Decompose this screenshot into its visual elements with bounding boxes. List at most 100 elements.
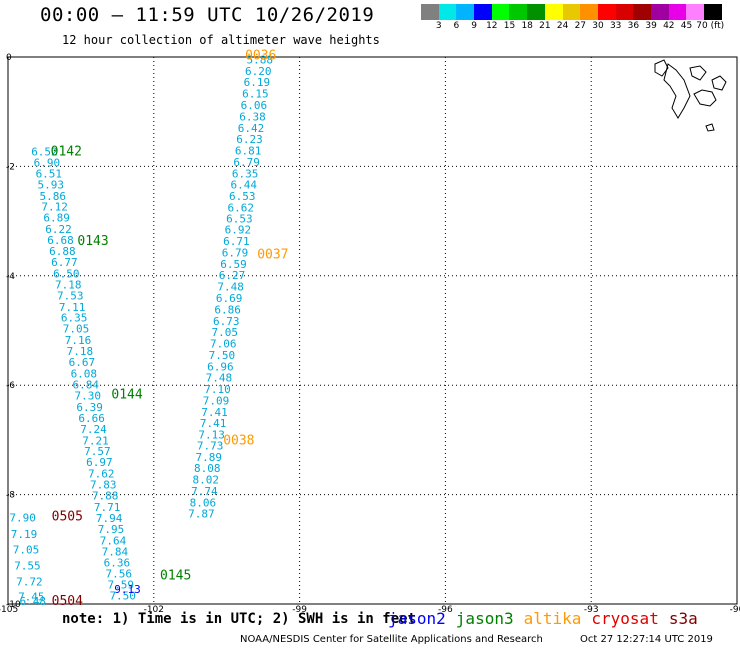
island-outline <box>654 59 669 77</box>
wave-height-label: 6.88 <box>49 245 76 258</box>
colorbar-swatch <box>527 4 545 20</box>
pass-time-label: 0504 <box>52 594 83 609</box>
plot-frame <box>7 56 738 605</box>
credit-text: NOAA/NESDIS Center for Satellite Applica… <box>240 634 543 645</box>
wave-height-label: 7.72 <box>16 575 43 588</box>
x-tick-label: -105 <box>0 605 18 615</box>
pass-time-label: 0145 <box>160 568 191 583</box>
wave-height-label: 7.83 <box>90 479 117 492</box>
colorbar-swatch <box>686 4 704 20</box>
wave-height-label: 6.97 <box>86 456 113 469</box>
colorbar-swatch <box>421 4 439 20</box>
wave-height-label: 7.90 <box>9 511 36 524</box>
colorbar-swatch <box>456 4 475 20</box>
wave-height-label: 8.08 <box>194 462 221 475</box>
wave-height-label: 7.59 <box>108 579 135 592</box>
wave-height-label: 6.84 <box>73 378 100 391</box>
wave-height-label: 6.79 <box>233 156 260 169</box>
wave-height-label: 8.06 <box>190 497 217 510</box>
wave-height-label: 7.50 <box>109 590 136 603</box>
wave-height-label: 6.35 <box>61 312 88 325</box>
wave-height-label: 6.73 <box>213 315 240 328</box>
axis-ticks: -105 -102 -99 -96 -93 -90 0 -2 -4 -6 -8 -10 <box>0 53 740 615</box>
wave-height-label: 6.48 <box>20 595 47 608</box>
wave-height-label: 7.24 <box>80 423 107 436</box>
wave-height-label: 7.05 <box>212 326 239 339</box>
colorbar-swatch <box>438 4 457 20</box>
colorbar-swatch <box>668 4 687 20</box>
island-outline <box>693 89 717 107</box>
wave-height-label: 6.36 <box>104 556 131 569</box>
island-outline <box>705 123 715 132</box>
satellite-legend: jason2 jason3 altika cryosat s3a <box>388 609 708 628</box>
wave-height-label: 7.62 <box>88 468 115 481</box>
island-outline <box>663 63 691 119</box>
colorbar-label: 30 <box>592 21 604 31</box>
wave-height-label: 7.50 <box>209 349 236 362</box>
wave-height-label: 6.23 <box>236 133 263 146</box>
wave-height-label: 7.18 <box>67 345 94 358</box>
wave-height-label: 6.77 <box>51 256 78 269</box>
wave-height-label: 6.92 <box>225 224 252 237</box>
wave-height-label: 7.41 <box>201 406 228 419</box>
chart-title: 00:00 — 11:59 UTC 10/26/2019 <box>40 4 375 26</box>
wave-height-label: 5.93 <box>38 178 65 191</box>
wave-height-label: 6.59 <box>220 258 247 271</box>
colorbar-swatch <box>509 4 528 20</box>
legend-s3a: s3a <box>668 609 698 628</box>
x-tick-label: -90 <box>730 605 740 615</box>
wave-height-label: 6.52 <box>31 145 58 158</box>
wave-height-label: 7.48 <box>206 371 233 384</box>
y-tick-label: -8 <box>6 491 15 501</box>
legend-altika: altika <box>523 609 582 628</box>
wave-height-label: 6.69 <box>216 292 243 305</box>
wave-height-label: 7.11 <box>59 301 86 314</box>
wave-height-label: 6.68 <box>47 234 74 247</box>
wave-height-label: 7.95 <box>98 523 125 536</box>
wave-height-label: 6.90 <box>34 156 61 169</box>
data-labels: 5.886.206.196.156.066.386.426.236.816.79… <box>9 49 288 609</box>
wave-height-label: 7.55 <box>14 560 41 573</box>
colorbar-swatch <box>544 4 563 20</box>
colorbar-label: 24 <box>556 21 569 31</box>
wave-height-label: 7.48 <box>217 281 244 294</box>
wave-height-label: 6.53 <box>229 190 256 203</box>
wave-height-label: 7.87 <box>188 508 215 521</box>
colorbar-label: 39 <box>645 21 657 31</box>
wave-height-label: 6.06 <box>241 99 268 112</box>
wave-height-label: 7.13 <box>198 428 225 441</box>
pass-time-label: 0505 <box>52 509 83 524</box>
colorbar-label: 33 <box>609 21 622 31</box>
wave-height-label: 6.38 <box>239 110 266 123</box>
wave-height-colorbar <box>421 4 722 20</box>
wave-height-label: 7.71 <box>94 501 121 514</box>
colorbar-label: 18 <box>521 21 533 31</box>
wave-height-label: 7.94 <box>96 512 123 525</box>
map-grid <box>7 56 738 605</box>
wave-height-label: 7.06 <box>210 337 237 350</box>
wave-height-label: 6.81 <box>235 144 262 157</box>
colorbar-swatch <box>491 4 510 20</box>
wave-height-label: 6.20 <box>245 65 272 78</box>
wave-height-label: 7.45 <box>18 591 45 604</box>
wave-height-label: 6.35 <box>232 167 259 180</box>
x-tick-label: -93 <box>584 605 599 615</box>
x-tick-label: -96 <box>438 605 453 615</box>
wave-height-label: 6.42 <box>238 122 265 135</box>
wave-height-label: 7.64 <box>100 534 127 547</box>
colorbar-label: 15 <box>503 21 516 31</box>
x-tick-label: -102 <box>144 605 164 615</box>
wave-height-label: 6.96 <box>207 360 234 373</box>
footer-note: note: 1) Time is in UTC; 2) SWH is in fe… <box>62 611 417 627</box>
chart-subtitle: 12 hour collection of altimeter wave hei… <box>62 33 380 47</box>
wave-height-label: 6.89 <box>43 212 70 225</box>
legend-jason3: jason3 <box>455 609 514 628</box>
wave-height-label: 9.13 <box>114 583 141 596</box>
colorbar-label: 9 <box>471 21 477 31</box>
y-tick-label: -6 <box>6 381 15 391</box>
wave-height-label: 6.66 <box>78 412 105 425</box>
y-tick-label: 0 <box>6 53 12 63</box>
colorbar-swatch <box>650 4 669 20</box>
wave-height-label: 7.53 <box>57 289 84 302</box>
